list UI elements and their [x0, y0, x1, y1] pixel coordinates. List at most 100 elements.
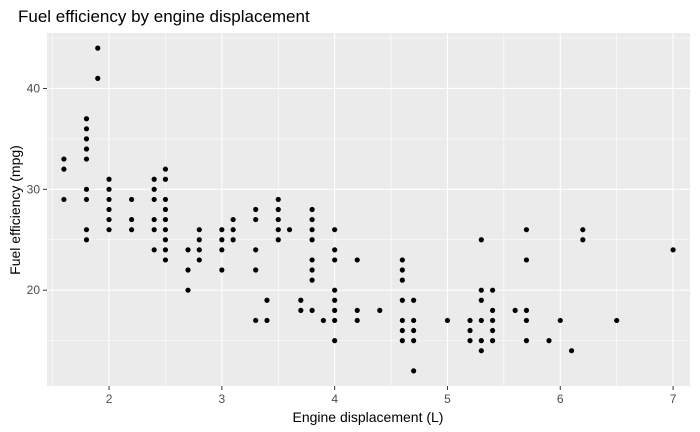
data-point [275, 206, 281, 213]
data-point [253, 216, 259, 223]
data-point [489, 307, 496, 313]
data-point [478, 237, 484, 243]
data-point [298, 307, 304, 313]
data-point [162, 237, 169, 243]
x-tick-label: 2 [106, 392, 113, 406]
data-point [523, 257, 530, 263]
data-point [580, 237, 586, 243]
data-point [332, 307, 338, 313]
x-tick-label: 6 [557, 392, 564, 406]
x-tick-label: 7 [670, 392, 677, 406]
data-point [83, 136, 90, 142]
y-axis: 20 30 40 [27, 81, 47, 297]
data-point [253, 206, 259, 213]
data-point [162, 176, 169, 182]
data-point [489, 317, 496, 324]
data-point [162, 247, 169, 253]
data-point [467, 338, 473, 344]
data-point [309, 267, 315, 273]
data-point [83, 116, 90, 122]
data-point [377, 307, 383, 313]
data-point [83, 227, 90, 233]
data-point [444, 317, 451, 324]
x-tick-label: 4 [331, 392, 338, 406]
data-point [253, 267, 259, 273]
data-point [196, 237, 202, 243]
data-point [320, 317, 326, 324]
data-point [151, 216, 157, 223]
y-tick-label: 30 [27, 182, 41, 196]
data-point [106, 176, 112, 182]
data-point [523, 317, 530, 324]
data-point [185, 267, 191, 273]
y-tick-label: 20 [27, 283, 41, 297]
data-point [332, 247, 338, 253]
data-point [83, 196, 90, 203]
data-point [83, 126, 90, 132]
data-point [95, 75, 101, 81]
data-point [275, 227, 281, 233]
major-gridlines [47, 33, 690, 386]
data-point [478, 338, 484, 344]
data-point [478, 317, 484, 324]
data-point [670, 247, 676, 253]
data-point [230, 227, 236, 233]
data-point [467, 317, 473, 324]
data-point [512, 307, 518, 313]
data-point [478, 297, 484, 303]
data-point [411, 327, 417, 334]
data-point [332, 297, 338, 303]
data-point [196, 247, 202, 253]
data-point [523, 307, 530, 313]
data-point [489, 287, 496, 293]
data-point [162, 196, 169, 203]
data-point [332, 227, 338, 233]
data-point [83, 156, 90, 162]
minor-gridlines [47, 33, 690, 386]
data-point [309, 206, 315, 213]
data-point [332, 257, 338, 263]
data-point [399, 267, 405, 273]
data-point [399, 297, 405, 303]
data-point [106, 216, 112, 223]
data-point [411, 297, 417, 303]
data-point [162, 166, 169, 172]
data-point [332, 287, 338, 293]
data-point [151, 196, 157, 203]
data-point [253, 247, 259, 253]
data-point [309, 216, 315, 223]
data-point [151, 227, 157, 233]
data-point [106, 206, 112, 213]
data-point [399, 257, 405, 263]
data-point [309, 277, 315, 283]
data-point [399, 317, 405, 324]
data-point [83, 186, 90, 192]
data-point [411, 368, 417, 374]
data-point [354, 317, 360, 324]
data-point [264, 317, 270, 324]
x-axis: 2 3 4 5 6 7 [106, 386, 677, 406]
data-point [185, 287, 191, 293]
data-point [275, 237, 281, 243]
data-point [151, 176, 157, 182]
data-point [83, 146, 90, 152]
data-point [106, 186, 112, 192]
data-point [196, 227, 202, 233]
data-point [162, 257, 169, 263]
data-point [309, 257, 315, 263]
data-point [411, 338, 417, 344]
data-point [332, 317, 338, 324]
data-point [185, 247, 191, 253]
data-point [219, 227, 225, 233]
data-point [557, 317, 563, 324]
data-point [61, 156, 67, 162]
data-point [489, 338, 496, 344]
data-point [546, 338, 552, 344]
data-point [253, 317, 259, 324]
data-point [219, 237, 225, 243]
data-point [332, 338, 338, 344]
data-point [399, 338, 405, 344]
x-tick-label: 5 [444, 392, 451, 406]
x-tick-label: 3 [219, 392, 226, 406]
